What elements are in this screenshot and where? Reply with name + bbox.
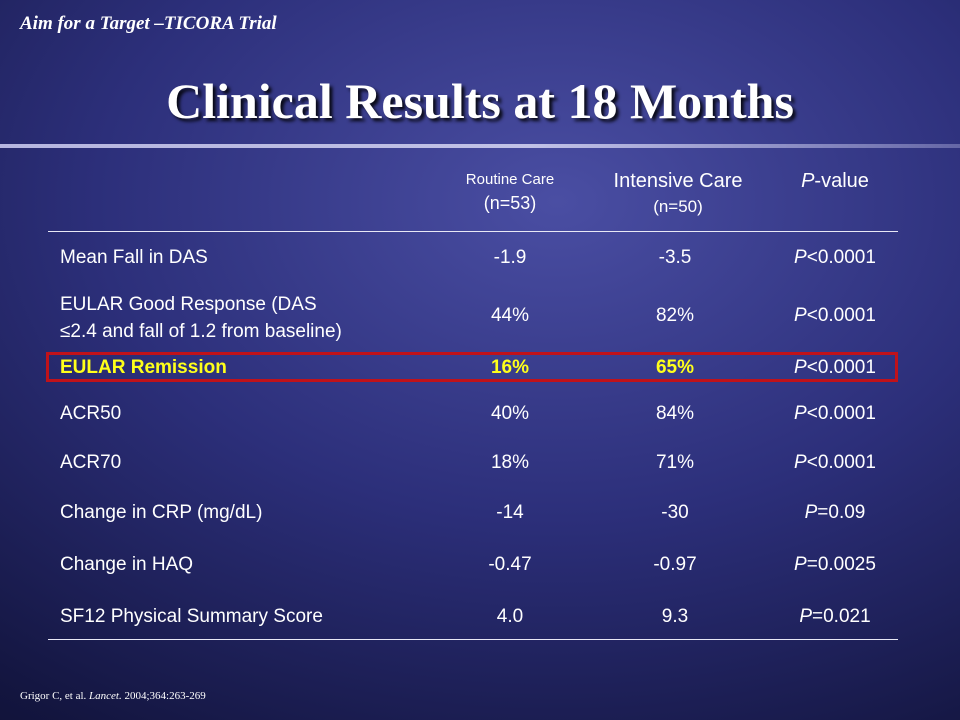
header-pvalue-symbol: P xyxy=(801,170,815,192)
row-label: ACR70 xyxy=(60,452,122,473)
pvalue-symbol: P xyxy=(794,403,807,424)
row-intensive-value: 84% xyxy=(655,403,695,424)
row-pvalue: P<0.0001 xyxy=(760,357,910,379)
header-routine-n: (n=53) xyxy=(483,193,537,213)
row-label: Mean Fall in DAS xyxy=(60,247,208,268)
pvalue-symbol: P xyxy=(804,502,818,523)
row-pvalue: P<0.0001 xyxy=(760,452,910,474)
table-top-rule xyxy=(48,231,898,232)
row-intensive-value: 71% xyxy=(655,452,695,473)
pvalue-text: <0.0001 xyxy=(806,357,876,378)
row-pvalue: P=0.0025 xyxy=(760,554,910,576)
row-label: EULAR Good Response (DAS ≤2.4 and fall o… xyxy=(60,291,440,345)
row-routine-value: 16% xyxy=(490,357,530,378)
header-pvalue-text: -value xyxy=(814,170,869,192)
row-routine-value: 4.0 xyxy=(496,606,524,627)
pvalue-text: =0.021 xyxy=(812,606,871,627)
row-label: ACR50 xyxy=(60,403,122,424)
pvalue-symbol: P xyxy=(794,554,807,575)
pvalue-text: <0.0001 xyxy=(806,305,876,326)
pvalue-symbol: P xyxy=(794,247,807,268)
header-routine-label: Routine Care xyxy=(465,171,555,188)
row-pvalue: P<0.0001 xyxy=(760,403,910,425)
row-routine-value: 40% xyxy=(490,403,530,424)
citation-journal: Lancet. xyxy=(89,690,122,702)
table-bottom-rule xyxy=(48,639,898,640)
pvalue-text: <0.0001 xyxy=(806,247,876,268)
row-pvalue: P<0.0001 xyxy=(760,305,910,327)
pvalue-symbol: P xyxy=(799,606,813,627)
pvalue-text: =0.09 xyxy=(817,502,866,523)
row-routine-value: 44% xyxy=(490,305,530,326)
pvalue-text: <0.0001 xyxy=(806,403,876,424)
row-label-line2: ≤2.4 and fall of 1.2 from baseline) xyxy=(60,321,342,342)
header-routine-care: Routine Care (n=53) xyxy=(430,170,590,216)
citation-ref: 2004;364:263-269 xyxy=(124,690,206,702)
slide-top-label: Aim for a Target –TICORA Trial xyxy=(20,13,277,34)
row-routine-value: -0.47 xyxy=(488,554,532,575)
row-pvalue: P<0.0001 xyxy=(760,247,910,269)
row-label-line1: EULAR Good Response (DAS xyxy=(60,294,317,315)
row-routine-value: -14 xyxy=(496,502,524,523)
citation-authors: Grigor C, et al. xyxy=(20,690,87,702)
row-routine-value: 18% xyxy=(490,452,530,473)
row-pvalue: P=0.09 xyxy=(760,502,910,524)
row-intensive-value: -3.5 xyxy=(658,247,692,268)
header-intensive-label: Intensive Care xyxy=(613,170,743,192)
row-label: Change in CRP (mg/dL) xyxy=(60,502,263,523)
pvalue-text: =0.0025 xyxy=(806,554,876,575)
pvalue-symbol: P xyxy=(794,357,807,378)
row-intensive-value: 65% xyxy=(655,357,695,378)
header-pvalue: P-value xyxy=(760,168,910,194)
pvalue-symbol: P xyxy=(794,305,807,326)
pvalue-text: <0.0001 xyxy=(806,452,876,473)
row-routine-value: -1.9 xyxy=(493,247,527,268)
header-intensive-care: Intensive Care (n=50) xyxy=(590,168,766,220)
row-label: EULAR Remission xyxy=(60,357,227,378)
row-intensive-value: -0.97 xyxy=(653,554,697,575)
row-pvalue: P=0.021 xyxy=(760,606,910,628)
row-intensive-value: 82% xyxy=(655,305,695,326)
citation: Grigor C, et al. Lancet. 2004;364:263-26… xyxy=(20,690,206,702)
row-label: SF12 Physical Summary Score xyxy=(60,606,323,627)
highlight-box xyxy=(46,352,898,382)
header-intensive-n: (n=50) xyxy=(653,197,703,216)
title-divider xyxy=(0,144,960,148)
row-label: Change in HAQ xyxy=(60,554,194,575)
row-intensive-value: 9.3 xyxy=(661,606,689,627)
row-intensive-value: -30 xyxy=(661,502,689,523)
slide-title: Clinical Results at 18 Months xyxy=(166,73,794,129)
pvalue-symbol: P xyxy=(794,452,807,473)
